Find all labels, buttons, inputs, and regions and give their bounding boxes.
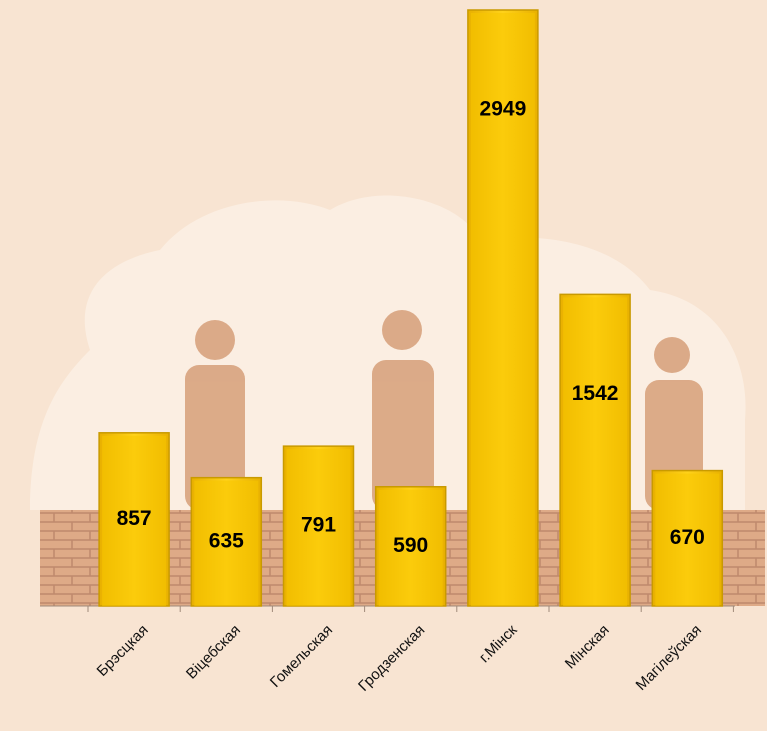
value-label: 1542 [572, 382, 619, 405]
background-illustration [0, 0, 767, 731]
chart: 857Брэсцкая635Віцебская791Гомельская590Г… [0, 0, 767, 731]
value-label: 670 [670, 526, 705, 549]
value-label: 2949 [480, 98, 527, 121]
value-label: 791 [301, 514, 336, 537]
value-label: 857 [117, 507, 152, 530]
bar-face [563, 297, 627, 606]
value-label: 590 [393, 534, 428, 557]
value-label: 635 [209, 529, 244, 552]
